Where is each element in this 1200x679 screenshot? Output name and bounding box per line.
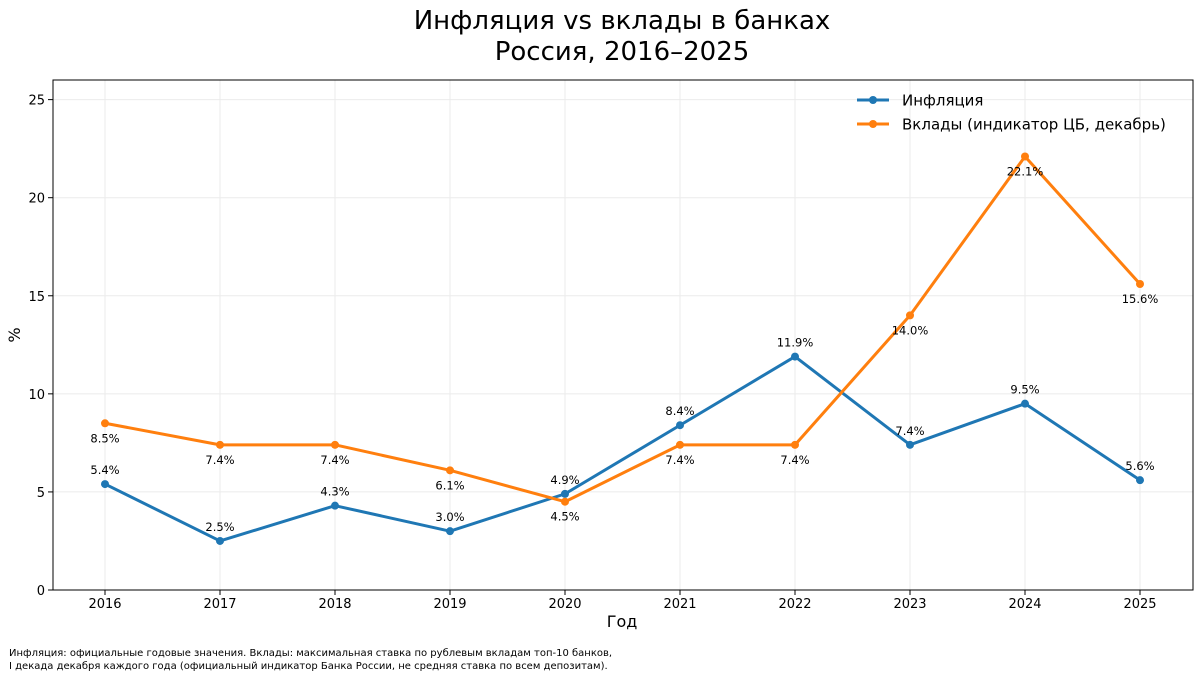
chart-title: Инфляция vs вклады в банках (414, 6, 831, 36)
y-tick-label-15: 15 (28, 290, 45, 305)
x-tick-label-2025: 2025 (1123, 597, 1156, 612)
series-1-label-2022: 7.4% (780, 453, 809, 467)
series-1-label-2024: 22.1% (1007, 165, 1044, 179)
series-1-label-2018: 7.4% (320, 453, 349, 467)
series-0-label-2018: 4.3% (320, 485, 349, 499)
series-1-point-2023 (906, 311, 914, 320)
series-1-point-2021 (676, 440, 684, 449)
series-1-label-2017: 7.4% (205, 453, 234, 467)
series-0-label-2022: 11.9% (777, 336, 814, 350)
series-0-label-2019: 3.0% (435, 510, 464, 524)
series-line-0 (104, 355, 1141, 543)
series-1-label-2019: 6.1% (435, 478, 464, 492)
series-1-label-2025: 15.6% (1122, 292, 1159, 306)
y-tick-label-10: 10 (28, 388, 45, 403)
series-1-label-2020: 4.5% (550, 510, 579, 524)
series-1-point-2016 (101, 419, 109, 428)
chart-subtitle: Россия, 2016–2025 (495, 37, 750, 67)
series-1-point-2020 (561, 497, 569, 506)
series-1-label-2021: 7.4% (665, 453, 694, 467)
footnote-line-2: I декада декабря каждого года (официальн… (9, 661, 608, 672)
legend-label-1: Вклады (индикатор ЦБ, декабрь) (902, 116, 1166, 134)
legend-marker-0 (869, 96, 877, 104)
series-1-point-2024 (1021, 152, 1029, 161)
x-tick-label-2018: 2018 (318, 597, 351, 612)
gridlines (53, 80, 1193, 591)
series-1-point-2022 (791, 440, 799, 449)
series-1-point-2018 (331, 440, 339, 449)
plot-frame (52, 79, 1194, 591)
series-0-label-2025: 5.6% (1125, 459, 1154, 473)
series-1-point-2019 (446, 466, 454, 475)
x-tick-label-2019: 2019 (433, 597, 466, 612)
y-tick-label-20: 20 (28, 192, 45, 207)
y-axis-label: % (5, 327, 24, 342)
series-0-point-2016 (101, 480, 109, 489)
series-0-point-2022 (791, 352, 799, 361)
series-0-point-2021 (676, 421, 684, 430)
y-tick-label-25: 25 (28, 94, 45, 109)
series-0-label-2020: 4.9% (550, 473, 579, 487)
x-tick-label-2017: 2017 (203, 597, 236, 612)
series-1-label-2016: 8.5% (90, 431, 119, 445)
series-0-label-2017: 2.5% (205, 520, 234, 534)
series-0-point-2025 (1136, 476, 1144, 485)
x-tick-label-2022: 2022 (778, 597, 811, 612)
legend-marker-1 (869, 120, 877, 128)
footnote: Инфляция: официальные годовые значения. … (9, 647, 612, 673)
series-0-point-2017 (216, 536, 224, 545)
series-0-point-2019 (446, 527, 454, 536)
y-tick-label-0: 0 (37, 584, 45, 599)
x-tick-label-2023: 2023 (893, 597, 926, 612)
series-line-1 (104, 155, 1142, 504)
series-1-point-2017 (216, 440, 224, 449)
x-tick-label-2024: 2024 (1008, 597, 1041, 612)
series-0-label-2023: 7.4% (895, 424, 924, 438)
series-1-label-2023: 14.0% (892, 323, 929, 337)
series-1-point-2025 (1136, 280, 1144, 288)
x-tick-label-2020: 2020 (548, 597, 581, 612)
footnote-line-1: Инфляция: официальные годовые значения. … (9, 648, 613, 659)
series-0-point-2023 (906, 440, 914, 449)
y-tick-label-5: 5 (37, 486, 45, 501)
series-0-point-2018 (331, 501, 339, 510)
x-axis-label: Год (607, 612, 638, 631)
series-0-label-2024: 9.5% (1010, 383, 1039, 397)
legend: Инфляция Вклады (индикатор ЦБ, декабрь) (857, 92, 1166, 134)
series-lines (101, 152, 1144, 545)
legend-label-0: Инфляция (902, 92, 983, 110)
series-0-point-2024 (1021, 399, 1029, 408)
x-tick-label-2021: 2021 (663, 597, 696, 612)
series-0-label-2016: 5.4% (90, 463, 119, 477)
series-0-point-2020 (561, 489, 569, 498)
data-labels: 5.4% 2.5% 4.3% 3.0% 4.9% 8.4% 11.9% 7.4% 9.5% 5.6… (90, 165, 1158, 534)
series-0-label-2021: 8.4% (665, 404, 694, 418)
x-tick-label-2016: 2016 (88, 597, 121, 612)
